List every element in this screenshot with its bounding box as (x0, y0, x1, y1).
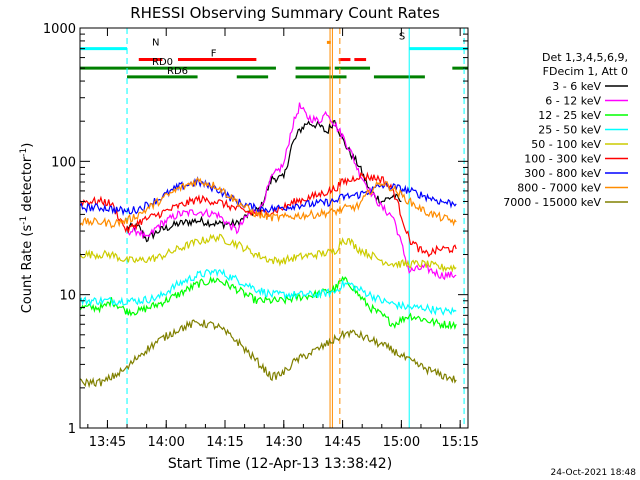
x-tick-label-14-15: 14:15 (206, 435, 243, 450)
legend-label-300-800-kev: 300 - 800 keV (524, 167, 601, 180)
y-axis: 1 10 100 1000 (43, 22, 468, 437)
status-label-rd0: RD0 (152, 57, 173, 68)
series-line-300-800-kev (79, 176, 457, 217)
x-tick-label-14-30: 14:30 (265, 435, 302, 450)
x-tick-label-14-45: 14:45 (324, 435, 361, 450)
legend: Det 1,3,4,5,6,9,FDecim 1, Att 0 3 - 6 keV… (503, 51, 628, 209)
chart-title: RHESSI Observing Summary Count Rates (130, 4, 440, 22)
x-axis-label: Start Time (12-Apr-13 13:38:42) (168, 456, 392, 472)
plot-frame (79, 27, 469, 429)
legend-label-6-12-kev: 6 - 12 keV (545, 95, 601, 108)
status-label-n: N (152, 38, 159, 49)
status-label-f: F (211, 49, 217, 60)
x-tick-label-14-00: 14:00 (147, 435, 184, 450)
x-tick-label-15-15: 15:15 (441, 435, 478, 450)
x-axis: 13:45 14:00 14:15 14:30 14:45 15:00 15:15 (87, 28, 479, 450)
generation-timestamp: 24-Oct-2021 18:48 (551, 468, 637, 478)
x-tick-label-13-45: 13:45 (89, 435, 126, 450)
legend-header-1: FDecim 1, Att 0 (543, 65, 628, 78)
y-tick-label-10: 10 (59, 289, 76, 304)
y-tick-label-1: 1 (68, 422, 76, 437)
series-line-6-12-kev (126, 102, 457, 281)
legend-label-7000-15000-kev: 7000 - 15000 keV (503, 196, 601, 209)
series-line-12-25-kev (79, 275, 457, 330)
legend-label-50-100-kev: 50 - 100 keV (531, 138, 601, 151)
legend-label-12-25-kev: 12 - 25 keV (538, 109, 601, 122)
legend-header-0: Det 1,3,4,5,6,9, (542, 51, 628, 64)
legend-label-25-50-kev: 25 - 50 keV (538, 124, 601, 137)
status-label-rd6: RD6 (167, 66, 188, 77)
status-label-s: S (399, 31, 405, 42)
y-tick-label-100: 100 (51, 155, 76, 170)
data-series (79, 102, 457, 389)
y-tick-label-1000: 1000 (43, 22, 76, 37)
legend-label-800-7000-kev: 800 - 7000 keV (517, 182, 601, 195)
series-line-50-100-kev (79, 233, 457, 273)
series-line-25-50-kev (79, 268, 457, 316)
legend-label-100-300-kev: 100 - 300 keV (524, 153, 601, 166)
series-line-800-7000-kev (79, 176, 457, 229)
legend-label-3-6-kev: 3 - 6 keV (552, 80, 601, 93)
series-line-7000-15000-kev (79, 319, 457, 389)
y-axis-label: Count Rate (s-1 detector-1) (19, 143, 35, 314)
x-tick-label-15-00: 15:00 (383, 435, 420, 450)
